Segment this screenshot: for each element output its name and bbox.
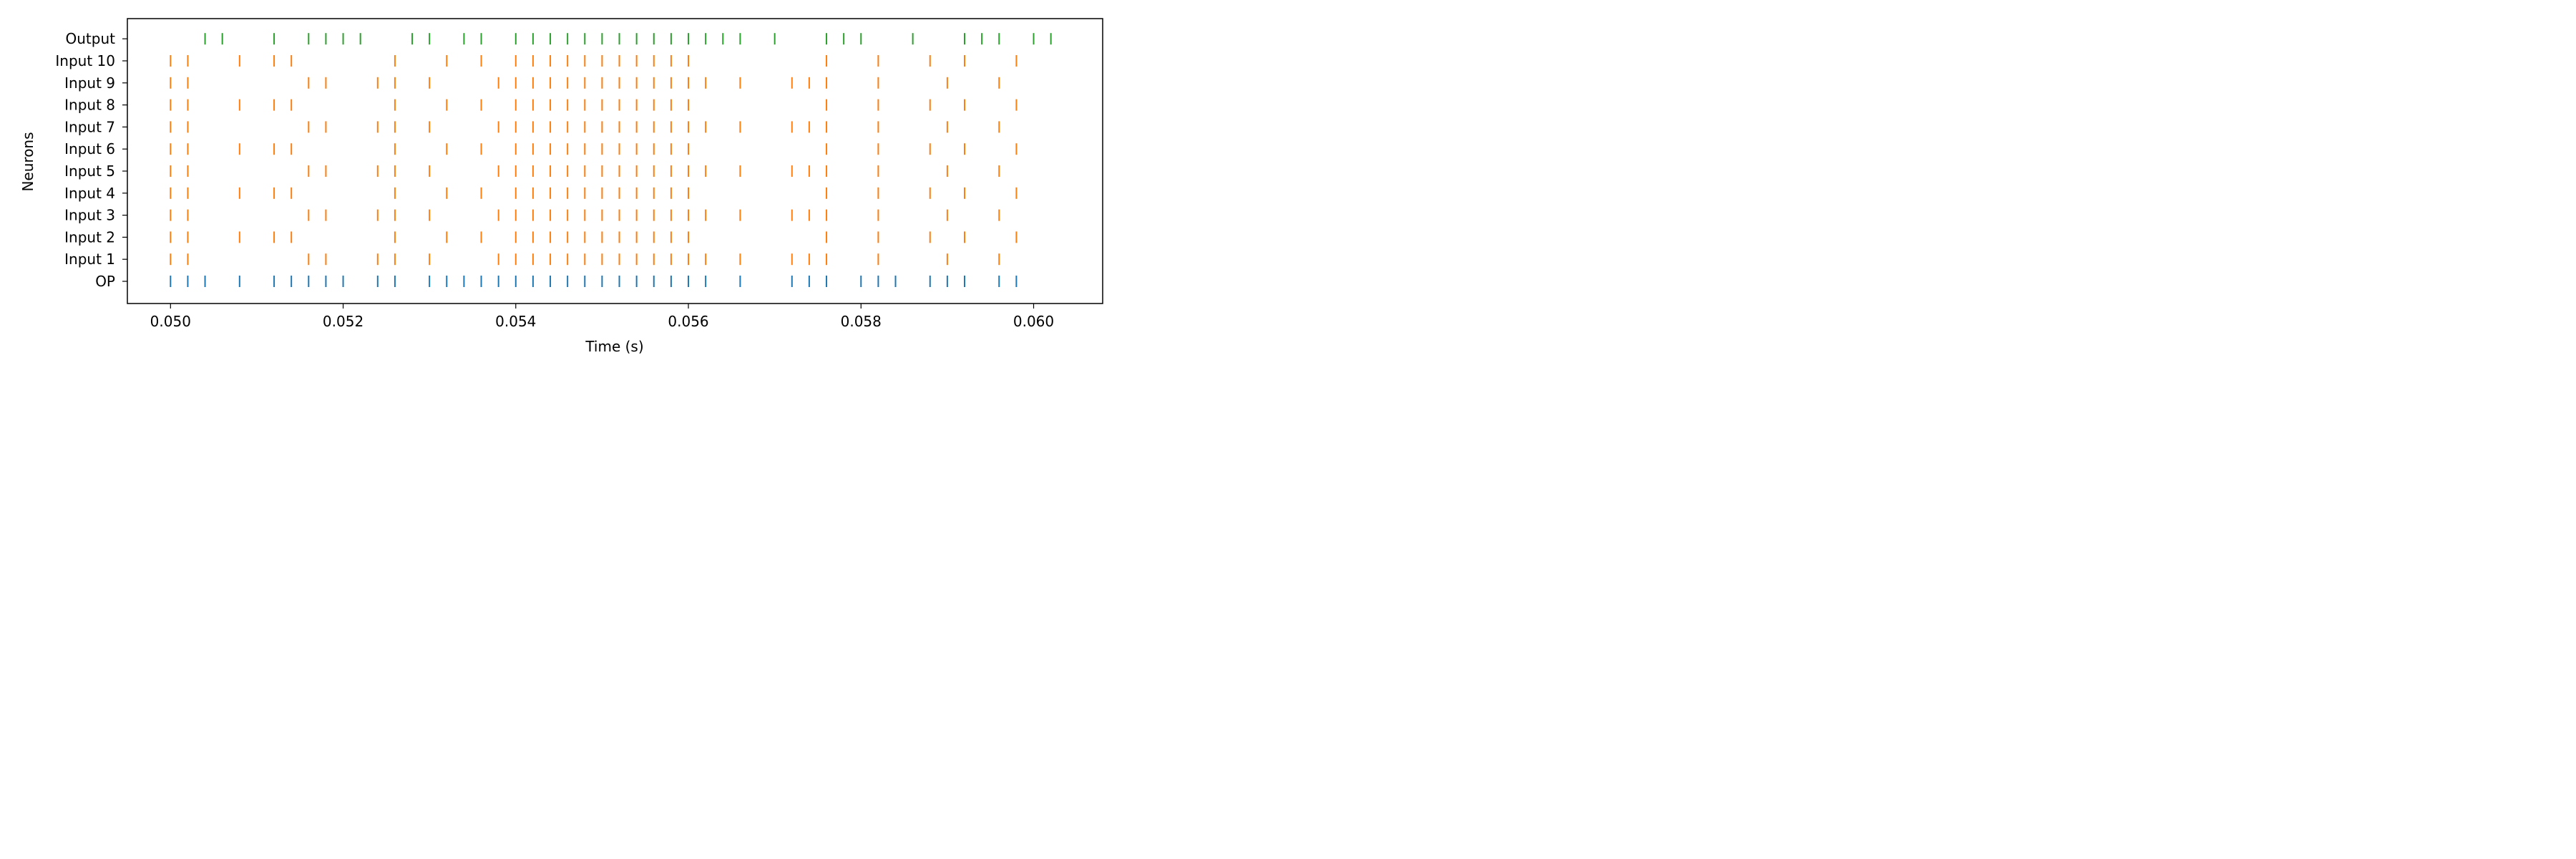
y-tick-label: Input 9 <box>64 74 115 92</box>
x-tick-label: 0.056 <box>668 313 708 330</box>
y-axis-ticks: OP Input 1 Input 2 Input 3 Input 4 Input 5 Inp… <box>55 30 127 290</box>
x-tick-label: 0.052 <box>323 313 364 330</box>
y-tick-label: OP <box>95 273 115 290</box>
y-axis-label: Neurons <box>19 132 36 191</box>
y-tick-label: Output <box>66 30 116 47</box>
spike-events <box>170 33 1052 287</box>
y-tick-label: Input 2 <box>64 228 115 246</box>
x-axis-ticks: 0.050 0.052 0.054 0.056 0.058 0.060 <box>150 304 1054 330</box>
y-tick-label: Input 1 <box>64 251 115 268</box>
x-tick-label: 0.054 <box>495 313 536 330</box>
y-tick-label: Input 8 <box>64 97 115 114</box>
y-tick-label: Input 3 <box>64 207 115 224</box>
y-tick-label: Input 6 <box>64 140 115 157</box>
y-tick-label: Input 4 <box>64 185 115 202</box>
y-tick-label: Input 5 <box>64 162 115 180</box>
plot-frame <box>127 18 1103 304</box>
x-tick-label: 0.060 <box>1013 313 1054 330</box>
raster-plot: OP Input 1 Input 2 Input 3 Input 4 Input 5 Inp… <box>0 0 1122 374</box>
y-tick-label: Input 7 <box>64 118 115 135</box>
x-tick-label: 0.058 <box>841 313 882 330</box>
x-tick-label: 0.050 <box>150 313 191 330</box>
y-tick-label: Input 10 <box>55 52 115 69</box>
x-axis-label: Time (s) <box>585 338 643 355</box>
